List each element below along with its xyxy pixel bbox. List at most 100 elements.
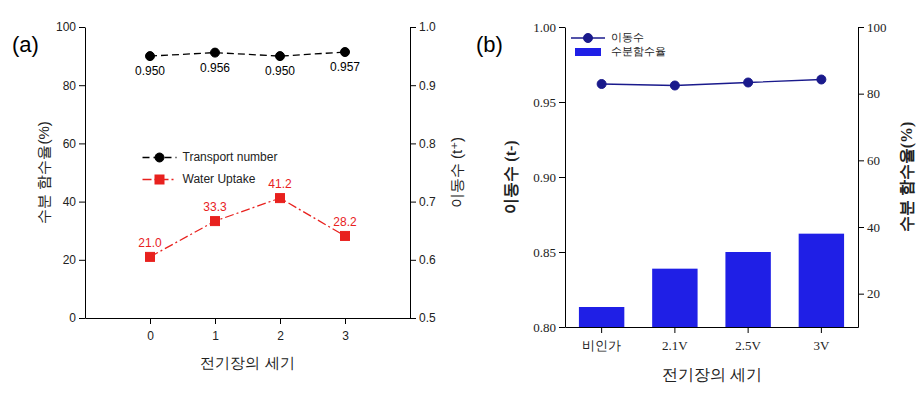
y2-axis-tick: 20 — [858, 286, 880, 301]
y-axis-tick: 0.80 — [533, 320, 565, 335]
data-label: 41.2 — [268, 177, 292, 191]
legend-label: 수분함수율 — [611, 45, 666, 57]
bar-series — [579, 234, 844, 327]
tick-mark — [410, 260, 416, 261]
marker — [744, 78, 753, 87]
x-axis-tick: 2.1V — [662, 327, 688, 353]
tick-mark — [559, 27, 565, 28]
marker — [146, 252, 155, 261]
tick-label: 1.00 — [533, 20, 556, 35]
y-axis-tick: 40 — [63, 195, 85, 209]
tick-label: 0.85 — [533, 245, 556, 260]
tick-mark — [559, 177, 565, 178]
y2-axis-title: 수분 함수율(%) — [898, 122, 916, 233]
data-labels: 0.9500.9560.9500.95721.033.341.228.2 — [135, 60, 360, 250]
tick-mark — [79, 85, 85, 86]
x-axis-tick: 3 — [342, 318, 349, 343]
x-axis-line — [86, 318, 411, 319]
data-label: 0.957 — [330, 60, 360, 74]
tick-mark — [559, 102, 565, 103]
legend-label: Transport number — [183, 150, 278, 164]
tick-label: 3V — [813, 338, 830, 353]
line-series — [146, 48, 350, 61]
tick-mark — [410, 27, 416, 28]
y-axis-tick: 100 — [56, 20, 85, 34]
chart-root: 01230204060801000.50.60.70.80.91.00.9500… — [0, 0, 922, 398]
legend: 이동수수분함수율 — [571, 31, 666, 57]
tick-label: 1.0 — [419, 20, 436, 34]
tick-mark — [559, 252, 565, 253]
tick-label: 80 — [867, 86, 880, 101]
x-axis-tick: 1 — [212, 318, 219, 343]
chart-panel: 01230204060801000.50.60.70.80.91.00.9500… — [12, 20, 465, 371]
tick-label: 비인가 — [582, 338, 621, 353]
tick-label: 0.5 — [419, 311, 436, 325]
tick-mark — [410, 318, 416, 319]
x-axis-tick: 2 — [277, 318, 284, 343]
tick-mark — [150, 318, 151, 324]
tick-mark — [345, 318, 346, 324]
y2-axis-tick: 0.8 — [410, 137, 436, 151]
y2-axis-tick: 40 — [858, 220, 880, 235]
line-series — [597, 75, 826, 90]
y-axis-title: 수분 함수율(%) — [35, 121, 52, 224]
legend-label: Water Uptake — [183, 172, 256, 186]
tick-label: 0.7 — [419, 195, 436, 209]
y2-axis-tick: 0.5 — [410, 311, 436, 325]
line — [150, 198, 345, 257]
marker — [597, 80, 606, 89]
tick-mark — [858, 160, 864, 161]
y-axis-line — [85, 28, 86, 319]
y2-axis-title: 이동수 (t⁺) — [448, 137, 465, 208]
tick-label: 0.90 — [533, 170, 556, 185]
x-axis-tick: 0 — [147, 318, 154, 343]
panel-title: (b) — [476, 32, 503, 57]
tick-mark — [858, 94, 864, 95]
x-axis-tick: 비인가 — [582, 327, 621, 353]
y2-axis-tick: 80 — [858, 86, 880, 101]
tick-label: 1 — [212, 329, 219, 343]
y-axis-tick: 20 — [63, 253, 85, 267]
legend-label: 이동수 — [611, 31, 644, 43]
tick-label: 20 — [63, 253, 77, 267]
y-axis-line — [565, 28, 566, 328]
tick-label: 20 — [867, 286, 880, 301]
marker — [341, 48, 350, 57]
tick-label: 0.95 — [533, 95, 556, 110]
y2-axis-line — [858, 28, 859, 328]
marker — [341, 231, 350, 240]
plot-area — [146, 48, 350, 262]
tick-mark — [79, 260, 85, 261]
tick-label: 0.8 — [419, 137, 436, 151]
y2-axis-tick: 60 — [858, 153, 880, 168]
y2-axis-line — [410, 28, 411, 319]
y2-axis-tick: 0.7 — [410, 195, 436, 209]
bar — [725, 252, 770, 327]
y-axis-tick: 0.95 — [533, 95, 565, 110]
tick-label: 0 — [69, 311, 76, 325]
chart-panel: 비인가2.1V2.5V3V0.800.850.900.951.002040608… — [476, 20, 916, 383]
tick-label: 2.1V — [662, 338, 688, 353]
chart-svg: 01230204060801000.50.60.70.80.91.00.9500… — [0, 0, 922, 398]
y-axis-tick: 60 — [63, 137, 85, 151]
legend-marker — [155, 153, 164, 162]
tick-mark — [674, 327, 675, 333]
tick-mark — [858, 294, 864, 295]
tick-mark — [79, 143, 85, 144]
y2-axis-tick: 1.0 — [410, 20, 436, 34]
legend-item: 이동수 — [571, 31, 644, 43]
bar — [652, 269, 697, 327]
tick-mark — [858, 27, 864, 28]
tick-label: 0.9 — [419, 79, 436, 93]
data-label: 0.950 — [135, 64, 165, 78]
x-axis: 0 1 2 3 — [86, 318, 411, 343]
marker — [817, 75, 826, 84]
tick-mark — [79, 318, 85, 319]
plot-area — [579, 75, 844, 327]
x-axis-tick: 3V — [813, 327, 830, 353]
y-axis-title: 이동수 (t-) — [502, 140, 520, 213]
tick-label: 0 — [147, 329, 154, 343]
y2-axis-tick: 100 — [858, 20, 887, 35]
x-axis-line — [566, 327, 859, 328]
tick-mark — [821, 327, 822, 333]
